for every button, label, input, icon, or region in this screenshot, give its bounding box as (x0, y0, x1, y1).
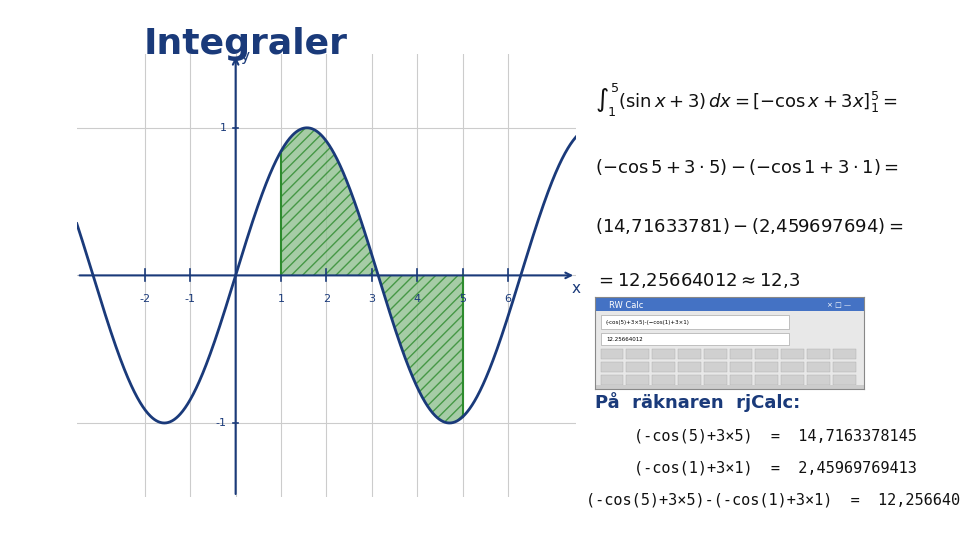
Text: -1: -1 (184, 294, 196, 304)
FancyBboxPatch shape (781, 349, 804, 360)
FancyBboxPatch shape (626, 375, 649, 385)
FancyBboxPatch shape (704, 362, 727, 372)
FancyBboxPatch shape (756, 349, 779, 360)
Text: $(14{,}71633781) - (2{,}459697694) =$: $(14{,}71633781) - (2{,}459697694) =$ (595, 216, 903, 236)
FancyBboxPatch shape (678, 375, 701, 385)
Text: -1: -1 (216, 418, 227, 428)
Text: y: y (240, 49, 250, 64)
FancyBboxPatch shape (626, 349, 649, 360)
Text: 6: 6 (504, 294, 512, 304)
Text: 2: 2 (323, 294, 330, 304)
FancyBboxPatch shape (595, 297, 864, 310)
FancyBboxPatch shape (601, 315, 789, 329)
Text: $\int_1^5 (\sin x + 3)\,dx = [-\cos x + 3x]_1^5 =$: $\int_1^5 (\sin x + 3)\,dx = [-\cos x + … (595, 82, 898, 119)
FancyBboxPatch shape (781, 362, 804, 372)
Text: 12.25664012: 12.25664012 (606, 337, 642, 342)
FancyBboxPatch shape (601, 375, 623, 385)
FancyBboxPatch shape (601, 333, 789, 345)
Text: -2: -2 (139, 294, 151, 304)
FancyBboxPatch shape (807, 375, 829, 385)
FancyBboxPatch shape (678, 362, 701, 372)
FancyBboxPatch shape (652, 375, 675, 385)
Text: 1: 1 (220, 123, 227, 133)
Text: 1: 1 (277, 294, 284, 304)
FancyBboxPatch shape (601, 349, 623, 360)
FancyBboxPatch shape (704, 375, 727, 385)
Text: (-cos(5)+3×5)-(-cos(1)+3×1)  =  12,2566401204: (-cos(5)+3×5)-(-cos(1)+3×1) = 12,2566401… (586, 493, 960, 508)
FancyBboxPatch shape (756, 375, 779, 385)
Text: På  räknaren  rjCalc:: På räknaren rjCalc: (595, 392, 801, 411)
FancyBboxPatch shape (652, 362, 675, 372)
Text: (-cos(1)+3×1)  =  2,45969769413: (-cos(1)+3×1) = 2,45969769413 (634, 461, 917, 476)
FancyBboxPatch shape (626, 362, 649, 372)
FancyBboxPatch shape (601, 362, 623, 372)
FancyBboxPatch shape (807, 362, 829, 372)
Text: x: x (571, 281, 581, 296)
Text: 5: 5 (459, 294, 466, 304)
Text: $(-\cos 5 + 3 \cdot 5) - (-\cos 1 + 3 \cdot 1) =$: $(-\cos 5 + 3 \cdot 5) - (-\cos 1 + 3 \c… (595, 157, 899, 177)
FancyBboxPatch shape (704, 349, 727, 360)
FancyBboxPatch shape (756, 362, 779, 372)
FancyBboxPatch shape (652, 349, 675, 360)
FancyBboxPatch shape (781, 375, 804, 385)
FancyBboxPatch shape (833, 375, 855, 385)
Text: RW Calc: RW Calc (609, 301, 643, 310)
Text: (-cos(5)+3×5)  =  14,7163378145: (-cos(5)+3×5) = 14,7163378145 (634, 428, 917, 443)
Text: $\pi$: $\pi$ (29, 43, 53, 76)
Text: × □ —: × □ — (827, 302, 851, 308)
FancyBboxPatch shape (807, 349, 829, 360)
Text: $= 12{,}25664012 \approx 12{,}3$: $= 12{,}25664012 \approx 12{,}3$ (595, 271, 801, 290)
Text: 4: 4 (414, 294, 420, 304)
FancyBboxPatch shape (678, 349, 701, 360)
FancyBboxPatch shape (833, 349, 855, 360)
Text: (-cos(5)+3×5)-(−cos(1)+3×1): (-cos(5)+3×5)-(−cos(1)+3×1) (606, 320, 690, 325)
FancyBboxPatch shape (595, 385, 864, 389)
Text: 3: 3 (369, 294, 375, 304)
FancyBboxPatch shape (730, 362, 753, 372)
FancyBboxPatch shape (730, 349, 753, 360)
FancyBboxPatch shape (833, 362, 855, 372)
FancyBboxPatch shape (730, 375, 753, 385)
Text: Integraler: Integraler (144, 27, 348, 61)
